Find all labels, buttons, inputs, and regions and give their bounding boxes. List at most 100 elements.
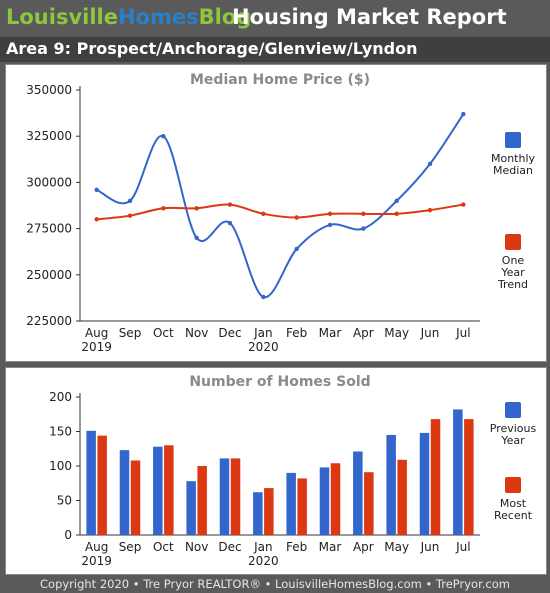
x-tick-label: Jan	[253, 326, 273, 340]
data-point	[227, 202, 233, 207]
x-tick-label: Apr	[353, 326, 374, 340]
bar	[164, 445, 174, 535]
bar	[119, 450, 130, 535]
bar	[86, 430, 96, 535]
bar	[319, 467, 330, 535]
data-point	[361, 211, 366, 217]
legend-label: Monthly	[491, 152, 536, 165]
bar	[464, 419, 474, 535]
bar	[130, 460, 141, 535]
chart-title: Median Home Price ($)	[190, 72, 370, 88]
x-tick-label: Aug	[85, 326, 108, 340]
x-tick-label: Sep	[119, 326, 142, 340]
x-tick-label: Jun	[420, 326, 440, 340]
bar	[364, 472, 374, 535]
data-point	[394, 198, 399, 204]
bar	[153, 446, 163, 535]
data-point	[394, 211, 399, 217]
bar	[219, 458, 230, 535]
bar	[453, 409, 463, 535]
y-tick-label: 100	[49, 459, 72, 473]
x-year-label: 2020	[248, 340, 279, 354]
y-tick-label: 200	[49, 390, 72, 404]
series-line-1	[96, 203, 464, 221]
legend-label: Year	[500, 434, 525, 447]
legend-swatch	[505, 477, 521, 493]
x-tick-label: Dec	[218, 326, 241, 340]
homes-sold-panel: Number of Homes Sold 0 50 100 150 200 Aug Sep Oc…	[5, 367, 547, 575]
legend-label: Recent	[494, 509, 533, 522]
x-tick-label: Nov	[185, 540, 208, 554]
legend-label: Previous	[490, 422, 537, 435]
homes-sold-chart: Number of Homes Sold 0 50 100 150 200 Aug Sep Oc…	[49, 374, 537, 568]
y-tick-label: 150	[49, 425, 72, 439]
x-tick-label: Jul	[455, 540, 470, 554]
x-tick-label: May	[384, 326, 409, 340]
legend-swatch	[505, 402, 521, 418]
site-brand: LouisvilleHomesBlog	[6, 2, 251, 32]
data-point	[227, 220, 233, 226]
bar	[264, 488, 274, 535]
bar	[297, 478, 307, 535]
median-price-chart: Median Home Price ($) 225000 250000 275000 3…	[26, 72, 536, 354]
legend-label: Median	[493, 164, 533, 177]
footer-copyright: Copyright 2020 • Tre Pryor REALTOR® • Lo…	[40, 577, 510, 591]
data-point	[161, 206, 166, 211]
legend-swatch	[505, 234, 521, 250]
bar	[430, 419, 441, 535]
chart-title: Number of Homes Sold	[189, 374, 370, 390]
brand-part-blog: Blog	[198, 5, 252, 29]
data-point	[194, 206, 199, 211]
series-line-0	[96, 113, 465, 298]
bar	[419, 432, 430, 535]
y-tick-label: 300000	[26, 175, 72, 189]
brand-part-homes: Homes	[117, 5, 199, 29]
data-point	[427, 161, 433, 167]
data-point	[361, 226, 366, 231]
data-point	[94, 187, 99, 192]
bar	[253, 492, 263, 535]
x-year-label: 2020	[248, 554, 279, 568]
x-tick-label: Apr	[353, 540, 374, 554]
median-price-panel: Median Home Price ($) 225000 250000 275000 3…	[5, 64, 547, 362]
data-point	[327, 222, 333, 228]
y-tick-label: 275000	[26, 222, 72, 236]
report-title: Housing Market Report	[232, 5, 507, 29]
data-point	[427, 207, 433, 213]
data-point	[294, 215, 299, 220]
header-bar: LouisvilleHomesBlog Housing Market Repor…	[0, 0, 550, 36]
bar	[386, 434, 396, 535]
data-point	[294, 246, 299, 252]
x-tick-label: Oct	[153, 326, 174, 340]
bar	[286, 472, 296, 535]
y-tick-label: 225000	[26, 314, 72, 328]
area-bar: Area 9: Prospect/Anchorage/Glenview/Lynd…	[0, 37, 550, 62]
legend-label: Year	[500, 266, 525, 279]
x-tick-label: Aug	[85, 540, 108, 554]
bar	[353, 451, 363, 535]
data-point	[461, 202, 466, 207]
x-year-label: 2019	[81, 554, 112, 568]
y-tick-label: 325000	[26, 129, 72, 143]
legend-swatch	[505, 132, 521, 148]
bar	[397, 459, 407, 535]
data-point	[261, 294, 266, 300]
x-tick-label: Nov	[185, 326, 208, 340]
data-point	[461, 111, 466, 117]
data-point	[127, 198, 133, 204]
y-tick-label: 350000	[26, 83, 72, 97]
bar	[330, 463, 341, 535]
legend-label: One	[502, 254, 525, 267]
x-tick-label: Jun	[420, 540, 440, 554]
x-tick-label: Sep	[119, 540, 142, 554]
legend-label: Trend	[497, 278, 528, 291]
data-point	[194, 235, 199, 241]
bar	[230, 458, 241, 535]
data-point	[327, 211, 333, 217]
bar	[197, 466, 207, 535]
data-point	[261, 211, 266, 217]
x-tick-label: Jul	[455, 326, 470, 340]
bar	[186, 481, 196, 535]
x-tick-label: Mar	[319, 326, 342, 340]
x-tick-label: May	[384, 540, 409, 554]
